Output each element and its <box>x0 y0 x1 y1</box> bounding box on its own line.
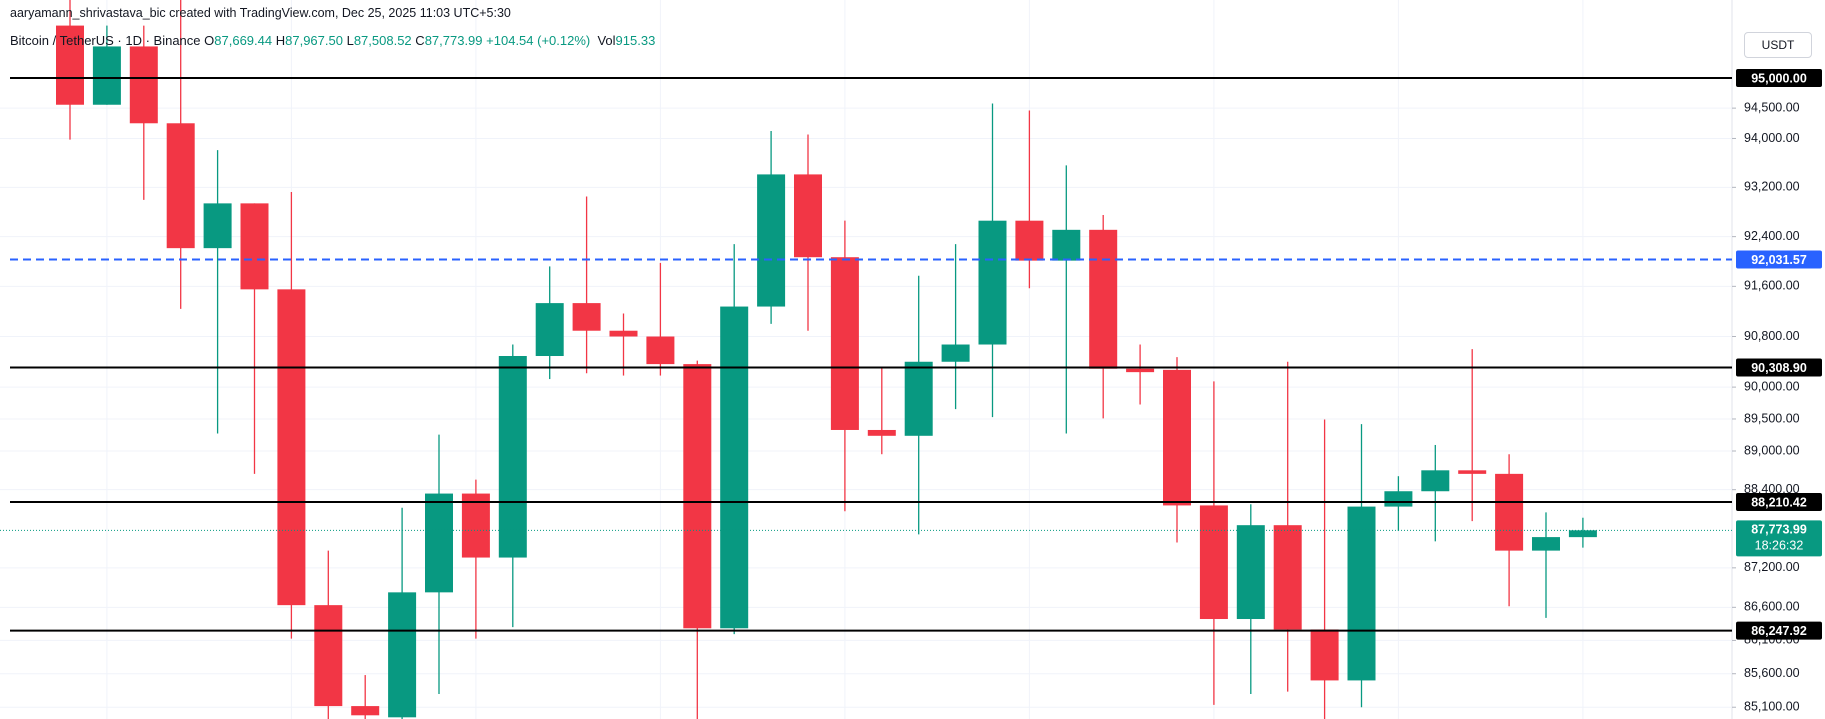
volume-label: Vol <box>597 33 616 48</box>
candle-body <box>1384 491 1413 507</box>
y-tick-label: 91,600.00 <box>1744 279 1800 293</box>
ohlc-value: 87,967.50 <box>285 33 343 48</box>
y-tick-label: 89,500.00 <box>1744 411 1800 425</box>
ohlc-value: 87,669.44 <box>214 33 273 48</box>
attribution: aaryamann_shrivastava_bic created with T… <box>10 6 511 20</box>
candle-body <box>314 605 343 707</box>
candle-body <box>1532 537 1560 551</box>
candle-body <box>1126 368 1155 373</box>
candle-body <box>646 336 675 365</box>
candle-body <box>1495 473 1524 551</box>
level-label: 88,210.42 <box>1751 495 1807 509</box>
y-tick-label: 94,000.00 <box>1744 131 1800 145</box>
y-tick-label: 92,400.00 <box>1744 229 1800 243</box>
level-label: 86,247.92 <box>1751 624 1807 638</box>
candle-body <box>1015 220 1044 261</box>
candle-body <box>794 174 822 258</box>
candle-body <box>1199 505 1228 620</box>
ohlc-value: 87,508.52 <box>353 33 412 48</box>
ohlc-value: 87,773.99 <box>424 33 483 48</box>
candle-body <box>1568 530 1597 538</box>
symbol: Bitcoin / TetherUS · 1D · Binance <box>10 33 201 48</box>
candle-body <box>425 493 453 593</box>
ohlc-label: H <box>275 33 286 48</box>
candle-body <box>757 174 786 307</box>
ohlc: O87,669.44 H87,967.50 L87,508.52 C87,773… <box>204 33 486 48</box>
candle-body <box>867 429 896 436</box>
candle-body <box>166 123 195 249</box>
candle-body <box>904 361 933 436</box>
candle-body <box>609 330 638 337</box>
candle-body <box>56 25 84 105</box>
level-label-box <box>1736 358 1822 377</box>
change: +104.54 (+0.12%) <box>486 33 591 48</box>
candle-body <box>535 303 564 357</box>
y-tick-label: 93,200.00 <box>1744 180 1800 194</box>
level-label-box <box>1736 68 1822 87</box>
last-price-box <box>1736 520 1822 557</box>
y-tick-label: 94,500.00 <box>1744 100 1800 114</box>
y-tick-label: 85,100.00 <box>1744 700 1800 714</box>
candle-body <box>1052 229 1081 261</box>
candle-body <box>572 303 601 331</box>
y-tick-label: 85,600.00 <box>1744 666 1800 680</box>
ohlc-label: L <box>346 33 354 48</box>
volume-value: 915.33 <box>615 33 656 48</box>
candle-body <box>388 592 417 718</box>
candle-body <box>1163 369 1191 506</box>
y-tick-label: 90,800.00 <box>1744 329 1800 343</box>
y-tick-label: 88,400.00 <box>1744 482 1800 496</box>
level-label: 95,000.00 <box>1751 71 1807 85</box>
candle-body <box>1310 629 1339 681</box>
candle-body <box>277 289 306 606</box>
level-label-box <box>1736 250 1822 269</box>
currency-button[interactable]: USDT <box>1744 32 1812 58</box>
candle-body <box>351 706 380 716</box>
candle-body <box>1458 470 1487 474</box>
candle-body <box>240 203 269 290</box>
ohlc-label: O <box>204 33 215 48</box>
candle-body <box>720 306 749 629</box>
candle-body <box>941 344 970 362</box>
level-label-box <box>1736 492 1822 511</box>
candle-body <box>461 493 490 558</box>
candle-body <box>1273 525 1302 630</box>
level-label: 90,308.90 <box>1751 361 1807 375</box>
y-tick-label: 90,000.00 <box>1744 379 1800 393</box>
candle-body <box>129 46 158 124</box>
candle-body <box>203 203 232 249</box>
last-price-label: 87,773.99 <box>1751 523 1807 537</box>
candle-body <box>978 220 1007 345</box>
y-tick-label: 89,000.00 <box>1744 443 1800 457</box>
level-label-box <box>1736 621 1822 640</box>
candle-body <box>498 356 527 558</box>
candle-body <box>830 257 859 430</box>
y-tick-label: 87,200.00 <box>1744 560 1800 574</box>
candle-body <box>1347 506 1376 681</box>
legend: Bitcoin / TetherUS · 1D · Binance O87,66… <box>10 33 655 48</box>
candle-body <box>92 46 121 105</box>
candle-body <box>1421 470 1450 492</box>
countdown: 18:26:32 <box>1755 539 1804 553</box>
candle-body <box>1089 229 1118 369</box>
y-tick-label: 86,600.00 <box>1744 600 1800 614</box>
level-label: 92,031.57 <box>1751 253 1807 267</box>
ohlc-label: C <box>415 33 425 48</box>
candle-body <box>683 364 712 629</box>
candle-body <box>1236 525 1265 620</box>
